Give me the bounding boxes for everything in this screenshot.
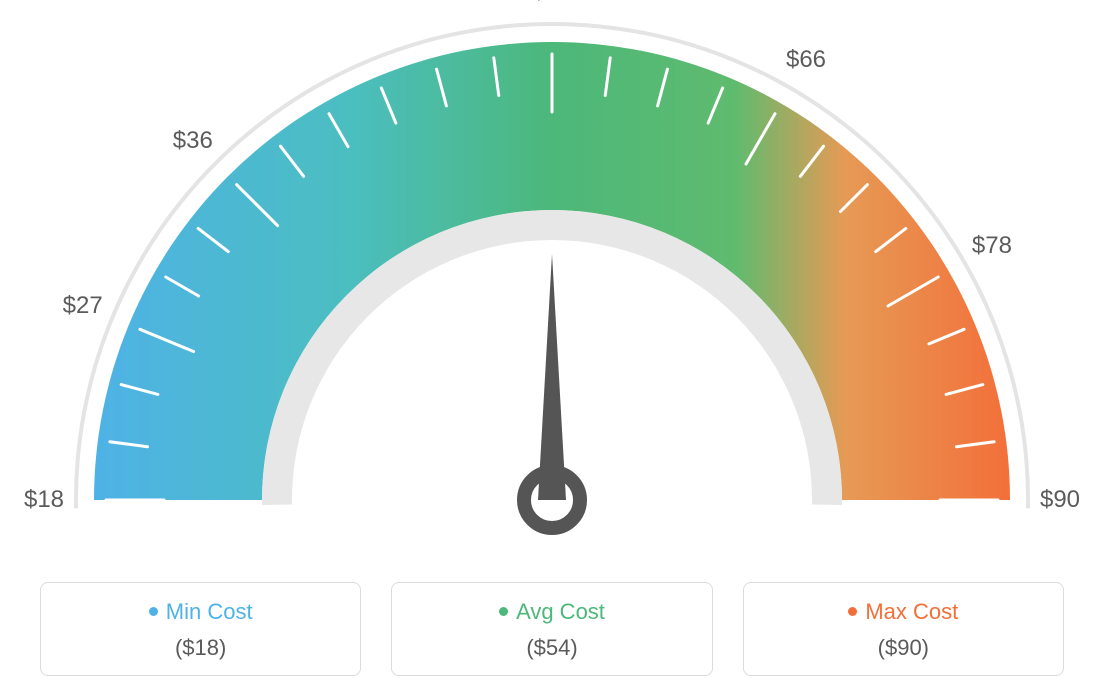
legend-title-max-text: Max Cost [865, 599, 958, 624]
gauge-tick-label: $66 [786, 46, 826, 74]
gauge-tick-label: $18 [24, 486, 64, 514]
legend-title-min: Min Cost [53, 599, 348, 625]
legend-card-avg: Avg Cost ($54) [391, 582, 712, 676]
legend-dot-avg [499, 607, 508, 616]
gauge-tick-label: $36 [173, 127, 213, 155]
gauge-tick-label: $90 [1040, 486, 1080, 514]
gauge-chart: $18 $27 $36 $54 $66 $78 $90 [0, 0, 1104, 560]
gauge-tick-label: $78 [972, 232, 1012, 260]
legend-value-avg: ($54) [404, 635, 699, 661]
legend-row: Min Cost ($18) Avg Cost ($54) Max Cost (… [40, 582, 1064, 676]
gauge-svg [0, 0, 1104, 560]
gauge-tick-label: $54 [532, 0, 572, 6]
legend-value-max: ($90) [756, 635, 1051, 661]
legend-title-min-text: Min Cost [166, 599, 253, 624]
legend-card-max: Max Cost ($90) [743, 582, 1064, 676]
gauge-tick-label: $27 [63, 292, 103, 320]
legend-dot-max [848, 607, 857, 616]
legend-value-min: ($18) [53, 635, 348, 661]
legend-card-min: Min Cost ($18) [40, 582, 361, 676]
legend-title-avg: Avg Cost [404, 599, 699, 625]
legend-dot-min [149, 607, 158, 616]
cost-gauge-container: $18 $27 $36 $54 $66 $78 $90 Min Cost ($18) Avg… [0, 0, 1104, 690]
legend-title-max: Max Cost [756, 599, 1051, 625]
legend-title-avg-text: Avg Cost [516, 599, 605, 624]
